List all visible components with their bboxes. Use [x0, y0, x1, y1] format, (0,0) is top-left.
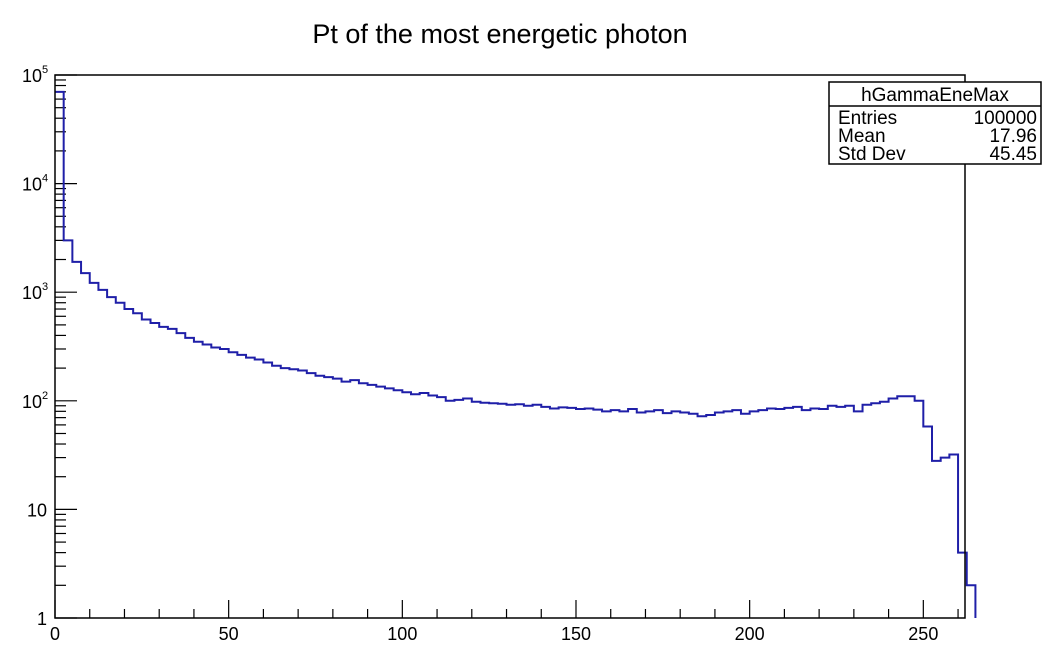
- y-tick-exponent: 3: [42, 281, 48, 293]
- stats-box: hGammaEneMax Entries 100000 Mean 17.96 S…: [828, 81, 1042, 165]
- stats-entries-value: 100000: [974, 108, 1037, 129]
- stats-stddev-label: Std Dev: [838, 144, 906, 165]
- y-tick-exponent: 2: [42, 390, 48, 402]
- x-tick-label: 100: [387, 624, 417, 644]
- plot-frame: [54, 74, 966, 619]
- x-tick-label: 250: [908, 624, 938, 644]
- y-tick-label: 105: [22, 64, 48, 86]
- stats-mean-label: Mean: [838, 126, 886, 147]
- y-tick-label: 10: [27, 500, 47, 520]
- y-tick-base: 10: [22, 66, 42, 86]
- y-tick-label: 1: [37, 609, 47, 629]
- histogram-line: [55, 90, 977, 618]
- stats-box-name: hGammaEneMax: [861, 85, 1009, 106]
- stats-mean-value: 17.96: [989, 126, 1037, 147]
- y-tick-label: 102: [22, 390, 48, 412]
- x-tick-label: 50: [219, 624, 239, 644]
- stats-stddev-value: 45.45: [989, 144, 1037, 165]
- chart-title: Pt of the most energetic photon: [312, 19, 687, 49]
- x-tick-label: 0: [50, 624, 60, 644]
- y-tick-exponent: 5: [42, 64, 48, 76]
- y-tick-base: 10: [22, 392, 42, 412]
- y-tick-base: 10: [22, 283, 42, 303]
- stats-entries-label: Entries: [838, 108, 897, 129]
- x-tick-label: 200: [735, 624, 765, 644]
- y-tick-exponent: 4: [42, 173, 48, 185]
- x-tick-label: 150: [561, 624, 591, 644]
- stats-box-frame: [828, 81, 1042, 165]
- y-tick-base: 10: [22, 175, 42, 195]
- y-tick-label: 104: [22, 173, 48, 195]
- y-tick-label: 103: [22, 281, 48, 303]
